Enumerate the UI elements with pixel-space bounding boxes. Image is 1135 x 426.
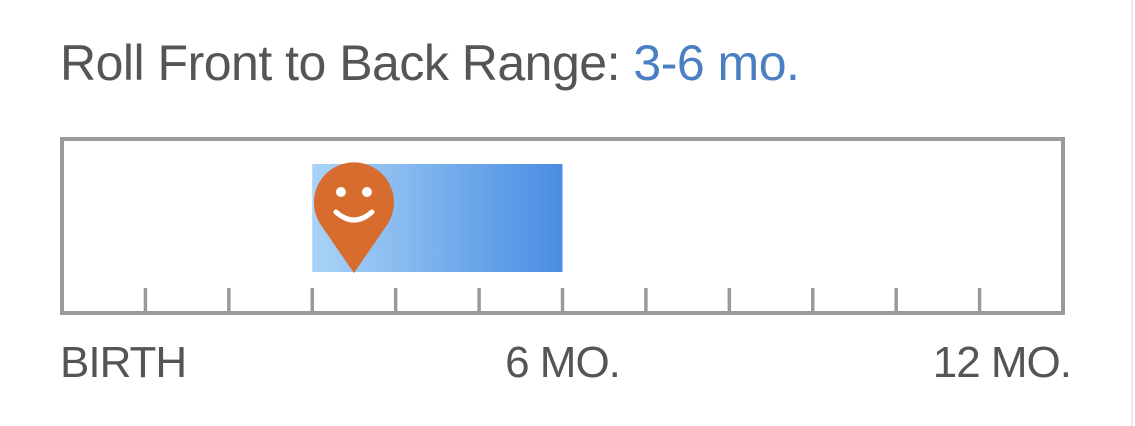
smiley-right-eye [361, 187, 372, 197]
tick-label-12-mo: 12 MO. [932, 338, 1072, 387]
title-range: 3-6 mo. [633, 35, 800, 91]
smiley-pin-icon [313, 162, 394, 273]
title-text: Roll Front to Back Range: [60, 35, 634, 91]
smiley-mouth [333, 209, 375, 223]
page-edge [1131, 0, 1133, 426]
tick-label-6-mo: 6 MO. [505, 338, 621, 387]
tick-label-birth: BIRTH [60, 338, 187, 387]
page-title: Roll Front to Back Range: 3-6 mo. [60, 34, 800, 92]
smiley-left-eye [335, 187, 346, 197]
